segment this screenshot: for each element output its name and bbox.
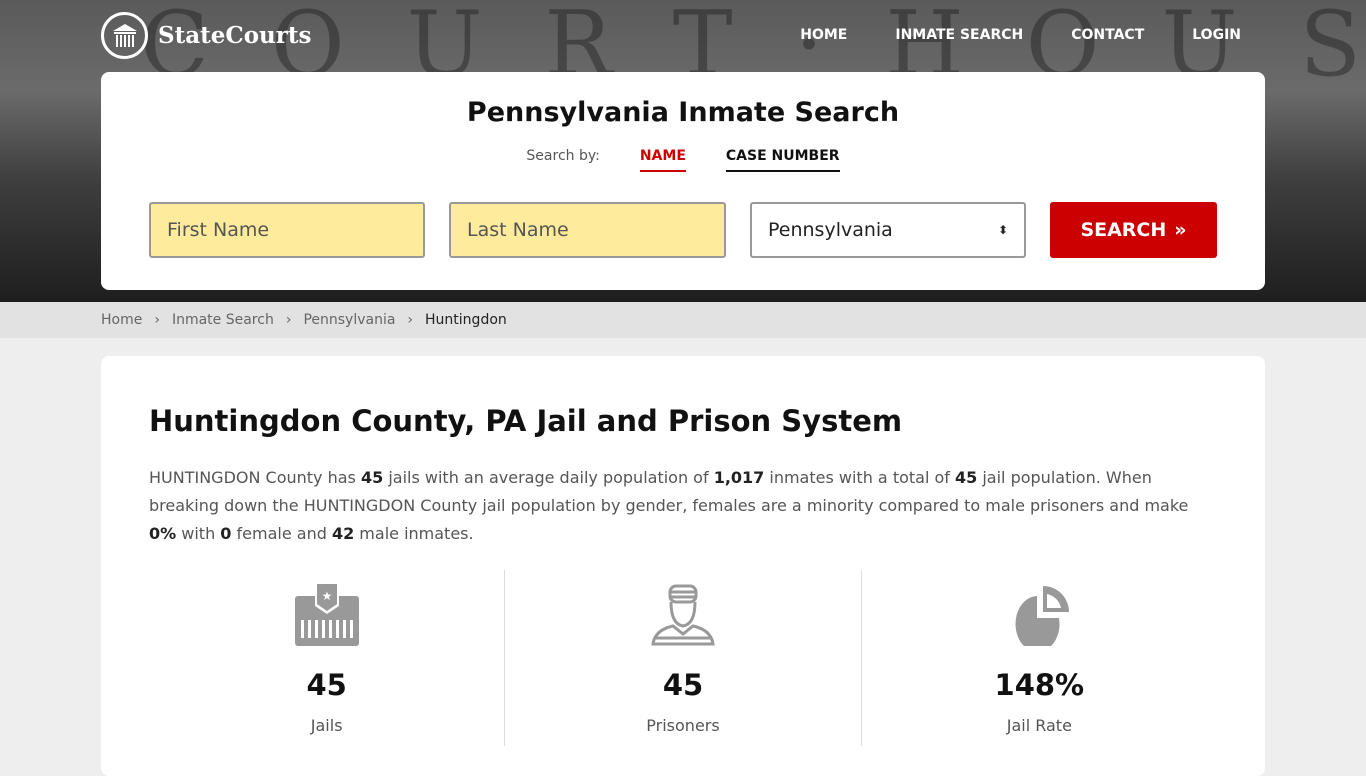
summary-text: HUNTINGDON County has 45 jails with an a… — [149, 468, 1189, 543]
stats-row: ★ 45 Jails 45 Prisoners 148% Jail Rate — [149, 570, 1217, 746]
tab-case-number[interactable]: CASE NUMBER — [725, 148, 840, 172]
stat-prisoners: 45 Prisoners — [504, 570, 860, 746]
chevron-right-icon: › — [285, 312, 292, 328]
search-by: Search by: NAME CASE NUMBER — [101, 148, 1265, 172]
nav-login[interactable]: LOGIN — [1192, 27, 1241, 43]
breadcrumb: Home › Inmate Search › Pennsylvania › Hunti… — [0, 302, 1366, 338]
stat-label: Jails — [310, 716, 343, 735]
stat-value: 45 — [662, 668, 704, 702]
search-card: Pennsylvania Inmate Search Search by: NA… — [101, 72, 1265, 290]
stat-value: 45 — [306, 668, 347, 702]
breadcrumb-current: Huntingdon — [425, 312, 507, 328]
search-button-label: SEARCH — [1080, 219, 1167, 241]
nav-contact[interactable]: CONTACT — [1071, 27, 1145, 43]
page-title: Huntingdon County, PA Jail and Prison Sy… — [149, 404, 903, 438]
search-by-label: Search by: — [526, 148, 600, 164]
breadcrumb-inmate-search[interactable]: Inmate Search — [171, 312, 274, 328]
stat-jails: ★ 45 Jails — [149, 570, 504, 746]
stat-label: Prisoners — [646, 716, 720, 735]
jail-icon: ★ — [294, 584, 359, 646]
state-select[interactable]: Pennsylvania ⬍ — [750, 202, 1026, 258]
stat-jail-rate: 148% Jail Rate — [860, 570, 1217, 746]
breadcrumb-home[interactable]: Home — [101, 312, 143, 328]
last-name-input[interactable]: Last Name — [449, 202, 726, 258]
svg-text:★: ★ — [321, 589, 332, 603]
brand-name: StateCourts — [158, 22, 312, 49]
stat-label: Jail Rate — [1006, 716, 1072, 735]
tab-name[interactable]: NAME — [639, 148, 686, 172]
courthouse-icon — [101, 12, 148, 59]
chevron-right-icon: › — [407, 312, 414, 328]
nav-inmate-search[interactable]: INMATE SEARCH — [895, 27, 1024, 43]
chevron-right-icon: › — [154, 312, 160, 328]
select-arrows-icon: ⬍ — [997, 223, 1008, 237]
nav-home[interactable]: HOME — [800, 27, 848, 43]
search-button[interactable]: SEARCH » — [1050, 202, 1217, 258]
breadcrumb-pennsylvania[interactable]: Pennsylvania — [303, 312, 396, 328]
prisoner-icon — [651, 584, 715, 646]
main-nav: HOME INMATE SEARCH CONTACT LOGIN — [800, 27, 1241, 43]
pie-chart-icon — [1015, 586, 1070, 652]
search-title: Pennsylvania Inmate Search — [466, 97, 900, 128]
first-name-input[interactable]: First Name — [149, 202, 425, 258]
double-chevron-icon: » — [1174, 219, 1187, 241]
stat-value: 148% — [994, 668, 1085, 702]
state-value: Pennsylvania — [768, 219, 893, 241]
content-card: Huntingdon County, PA Jail and Prison Sy… — [101, 356, 1265, 776]
logo[interactable]: StateCourts — [101, 12, 311, 59]
